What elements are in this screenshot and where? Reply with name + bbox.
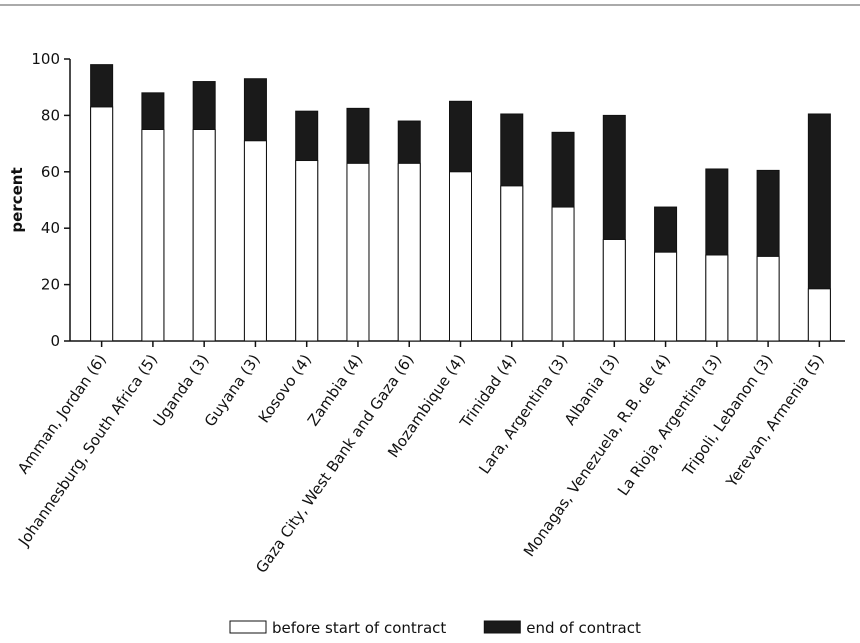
x-tick-label: Yerevan, Armenia (5) (722, 351, 828, 491)
x-tick-label: Amman, Jordan (6) (14, 351, 110, 477)
x-tick-label: La Rioja, Argentina (3) (614, 351, 725, 499)
bar (243, 140, 267, 342)
legend-swatch (229, 620, 267, 634)
y-tick-label: 80 (41, 106, 60, 124)
bar (141, 129, 165, 342)
bar (705, 254, 729, 342)
x-tick-label: Tripoli, Lebanon (3) (678, 351, 776, 480)
y-tick-label: 0 (50, 332, 60, 350)
bar (756, 255, 780, 342)
y-tick-label: 100 (31, 50, 60, 68)
x-tick-label: Lara, Argentina (3) (475, 351, 571, 477)
y-tick-label: 20 (41, 276, 60, 294)
y-tick-label: 60 (41, 163, 60, 181)
bar (397, 162, 421, 342)
bar (346, 162, 370, 342)
y-tick-label: 40 (41, 219, 60, 237)
bar (192, 129, 216, 342)
bar (602, 238, 626, 342)
legend-label: before start of contract (272, 619, 446, 637)
bar (807, 288, 831, 342)
bar (654, 251, 678, 342)
legend-swatch (483, 620, 521, 634)
bar (500, 185, 524, 342)
bar (90, 106, 114, 342)
legend-label: end of contract (526, 619, 641, 637)
bar (551, 206, 575, 342)
bar (295, 160, 319, 342)
y-axis-label: percent (8, 167, 26, 232)
bar (449, 171, 472, 342)
